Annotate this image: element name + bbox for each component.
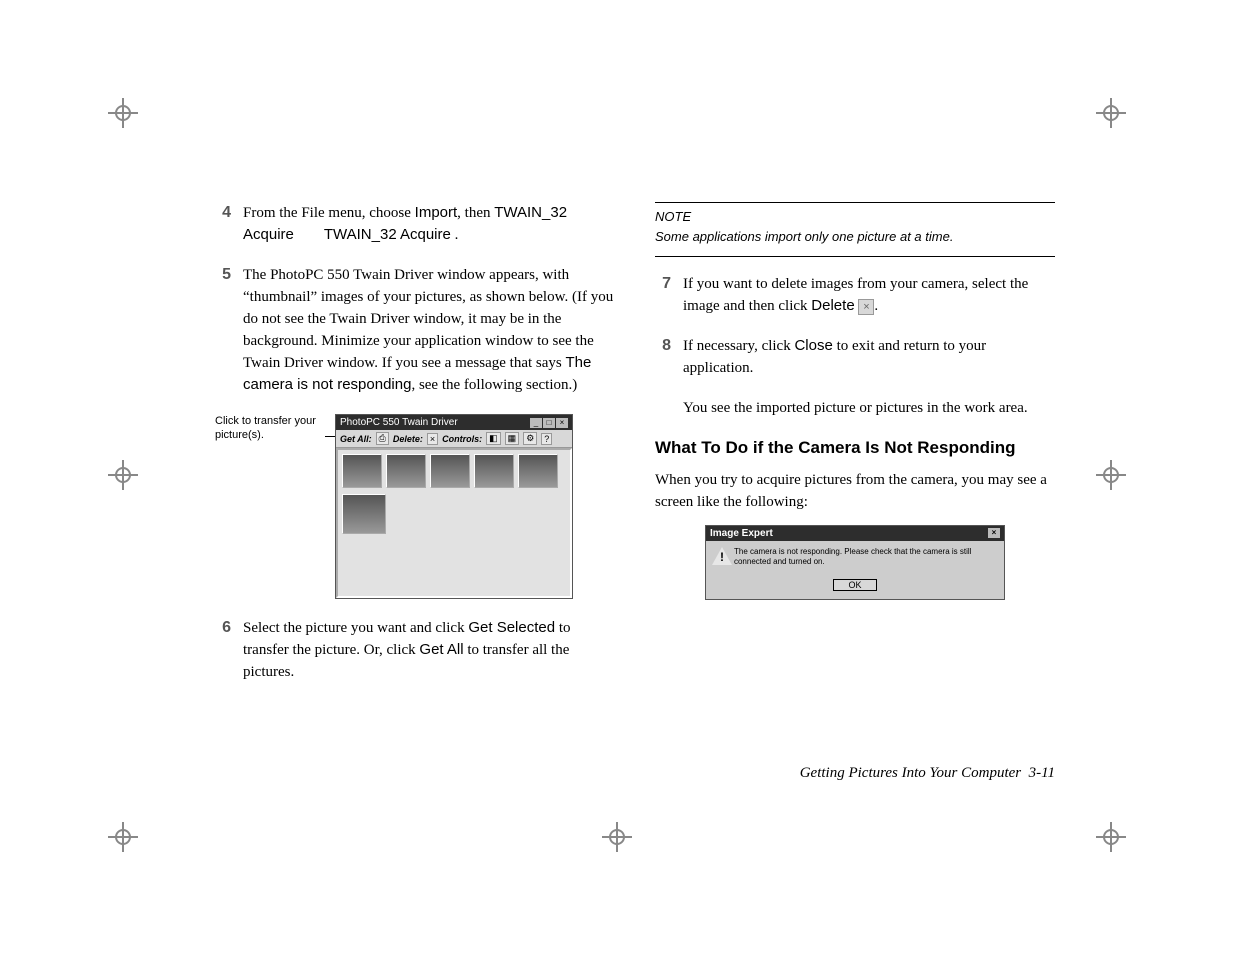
text: The PhotoPC 550 Twain Driver window appe…: [243, 267, 613, 371]
text: If necessary, click: [683, 338, 794, 354]
text: , then: [457, 205, 494, 221]
figure-twain-driver: Click to transfer your picture(s). Photo…: [215, 414, 615, 599]
registration-mark-icon: [602, 822, 632, 852]
dialog-title: Image Expert: [710, 528, 773, 539]
right-column: NOTE Some applications import only one p…: [655, 202, 1055, 701]
registration-mark-icon: [108, 98, 138, 128]
footer-section: Getting Pictures Into Your Computer: [800, 765, 1021, 781]
step-7: 7 If you want to delete images from your…: [655, 273, 1055, 317]
twain-title: PhotoPC 550 Twain Driver: [340, 417, 458, 428]
get-all-icon: ⎙: [376, 432, 389, 445]
dialog-message: The camera is not responding. Please che…: [734, 547, 998, 567]
step-number: 7: [655, 273, 683, 317]
ui-label: Delete: [811, 297, 854, 314]
note-body: Some applications import only one pictur…: [655, 228, 1055, 246]
text: , see the following section.): [411, 377, 577, 393]
ok-button: OK: [833, 579, 876, 591]
control-icon: ◧: [486, 432, 501, 445]
thumbnail: [518, 454, 558, 488]
ui-label: Get Selected: [468, 619, 555, 636]
step-number: 4: [215, 202, 243, 246]
registration-mark-icon: [1096, 822, 1126, 852]
toolbar-label: Delete:: [393, 434, 423, 444]
minimize-icon: _: [530, 418, 542, 428]
step-body: The PhotoPC 550 Twain Driver window appe…: [243, 264, 615, 396]
step-body: Select the picture you want and click Ge…: [243, 617, 615, 683]
toolbar-label: Get All:: [340, 434, 372, 444]
toolbar-label: Controls:: [442, 434, 482, 444]
note-title: NOTE: [655, 209, 1055, 224]
thumbnail: [342, 494, 386, 534]
thumbnail-area: [336, 448, 572, 598]
text: If you want to delete images from your c…: [683, 276, 1028, 314]
section-heading: What To Do if the Camera Is Not Respondi…: [655, 437, 1055, 459]
ui-label: Import: [415, 204, 458, 221]
registration-mark-icon: [108, 460, 138, 490]
text: .: [451, 227, 459, 243]
dialog-titlebar: Image Expert ×: [706, 526, 1004, 541]
text: [294, 227, 324, 243]
thumbnail: [342, 454, 382, 488]
step-body: If you want to delete images from your c…: [683, 273, 1055, 317]
error-dialog: Image Expert × ! The camera is not respo…: [705, 525, 1005, 600]
delete-icon: ×: [427, 433, 438, 445]
step-6: 6 Select the picture you want and click …: [215, 617, 615, 683]
footer-page-number: 3-11: [1029, 765, 1055, 781]
content-area: 4 From the File menu, choose Import, the…: [215, 202, 1055, 772]
thumbnail: [386, 454, 426, 488]
paragraph: When you try to acquire pictures from th…: [655, 469, 1055, 513]
maximize-icon: □: [543, 418, 555, 428]
step-5: 5 The PhotoPC 550 Twain Driver window ap…: [215, 264, 615, 396]
ui-label: TWAIN_32 Acquire: [324, 226, 451, 243]
step-body: From the File menu, choose Import, then …: [243, 202, 615, 246]
text: Select the picture you want and click: [243, 620, 468, 636]
ui-label: Get All: [419, 641, 463, 658]
window-buttons: _□×: [529, 417, 568, 428]
step-number: 8: [655, 335, 683, 379]
text: From the File menu, choose: [243, 205, 415, 221]
dialog-body: ! The camera is not responding. Please c…: [706, 541, 1004, 573]
close-icon: ×: [988, 528, 1000, 538]
left-column: 4 From the File menu, choose Import, the…: [215, 202, 615, 701]
control-icon: ⚙: [523, 432, 537, 445]
step-number: 5: [215, 264, 243, 396]
registration-mark-icon: [108, 822, 138, 852]
callout-text: Click to transfer your picture(s).: [215, 415, 316, 441]
close-icon: ×: [556, 418, 568, 428]
step-8: 8 If necessary, click Close to exit and …: [655, 335, 1055, 379]
step-number-empty: [655, 397, 683, 419]
registration-mark-icon: [1096, 460, 1126, 490]
step-4: 4 From the File menu, choose Import, the…: [215, 202, 615, 246]
control-icon: ▦: [505, 432, 520, 445]
note-box: NOTE Some applications import only one p…: [655, 202, 1055, 257]
page-footer: Getting Pictures Into Your Computer 3-11: [800, 765, 1055, 782]
figure-callout: Click to transfer your picture(s).: [215, 414, 335, 442]
registration-mark-icon: [1096, 98, 1126, 128]
step-body: If necessary, click Close to exit and re…: [683, 335, 1055, 379]
help-icon: ?: [541, 433, 552, 445]
twain-driver-window: PhotoPC 550 Twain Driver _□× Get All: ⎙ …: [335, 414, 573, 599]
step-number: 6: [215, 617, 243, 683]
ui-label: Close: [794, 337, 832, 354]
thumbnail: [430, 454, 470, 488]
text: .: [874, 298, 878, 314]
thumbnail: [474, 454, 514, 488]
step-body: You see the imported picture or pictures…: [683, 397, 1055, 419]
twain-titlebar: PhotoPC 550 Twain Driver _□×: [336, 415, 572, 430]
delete-x-icon: ×: [858, 299, 874, 315]
step-8-followup: You see the imported picture or pictures…: [655, 397, 1055, 419]
warning-icon: !: [712, 547, 728, 565]
twain-toolbar: Get All: ⎙ Delete: × Controls: ◧ ▦ ⚙ ?: [336, 430, 572, 448]
dialog-button-row: OK: [706, 573, 1004, 599]
page: 4 From the File menu, choose Import, the…: [0, 0, 1235, 954]
